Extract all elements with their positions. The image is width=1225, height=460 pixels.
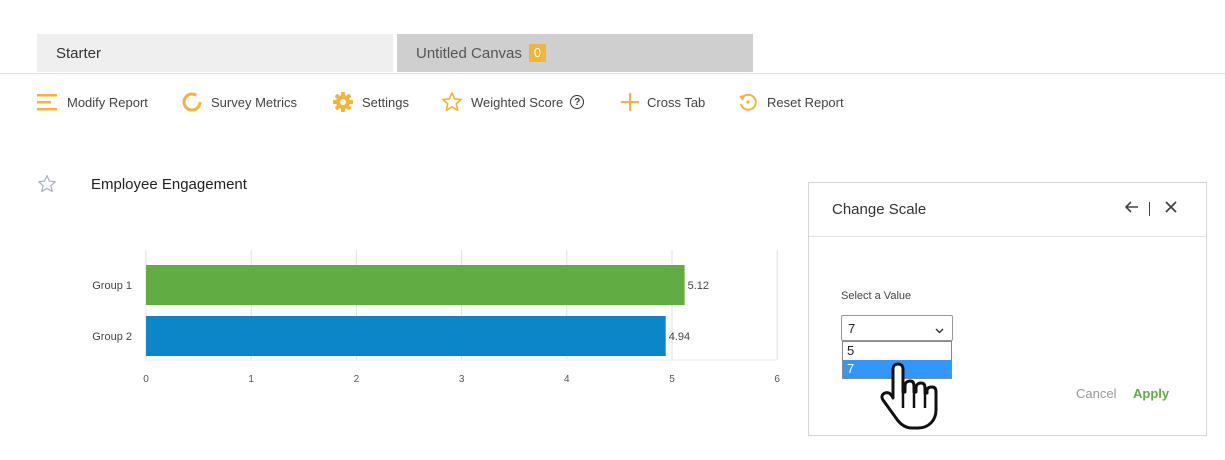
x-tick-label: 0 <box>143 374 149 385</box>
x-tick-label: 5 <box>669 374 675 385</box>
panel-header: Change Scale <box>809 183 1206 237</box>
change-scale-panel: Change Scale Select a Value 7 5 7 Cancel… <box>808 182 1207 436</box>
reset-report-label: Reset Report <box>767 94 844 110</box>
report-title: Employee Engagement <box>91 176 247 193</box>
modify-report-label: Modify Report <box>67 94 148 110</box>
tabs-divider <box>0 73 1225 74</box>
survey-metrics-button[interactable]: Survey Metrics <box>181 90 297 114</box>
cross-tab-label: Cross Tab <box>647 94 706 110</box>
tab-untitled-canvas[interactable]: Untitled Canvas 0 <box>397 34 753 72</box>
star-icon <box>441 91 463 113</box>
bar-chart: 0 1 2 3 4 5 6 Group 1 5.12 Group 2 4.94 <box>92 250 780 385</box>
panel-title: Change Scale <box>832 201 927 218</box>
tab-count-badge: 0 <box>528 44 547 62</box>
x-tick-label: 1 <box>248 374 254 385</box>
reset-icon <box>737 91 759 113</box>
cross-tab-button[interactable]: Cross Tab <box>619 90 705 114</box>
gear-icon <box>332 91 354 113</box>
bar-group-2 <box>146 316 666 356</box>
help-icon[interactable]: ? <box>570 95 585 109</box>
action-separator <box>1149 202 1150 216</box>
weighted-score-button[interactable]: Weighted Score ? <box>441 90 585 114</box>
tab-starter-label: Starter <box>56 44 102 62</box>
scale-select[interactable]: 7 <box>841 315 953 341</box>
chevron-down-icon <box>935 322 944 337</box>
settings-button[interactable]: Settings <box>332 90 409 114</box>
reset-report-button[interactable]: Reset Report <box>737 90 844 114</box>
hand-pointer-cursor-icon <box>878 360 948 437</box>
category-label: Group 2 <box>92 331 132 343</box>
x-tick-label: 2 <box>354 374 360 385</box>
category-label: Group 1 <box>92 280 132 292</box>
plus-icon <box>619 91 641 113</box>
select-label: Select a Value <box>841 290 912 302</box>
donut-chart-icon <box>181 91 203 113</box>
menu-lines-icon <box>37 91 59 113</box>
close-icon[interactable] <box>1164 200 1178 218</box>
settings-label: Settings <box>362 94 409 110</box>
tab-starter[interactable]: Starter <box>37 34 393 72</box>
tab-untitled-canvas-label: Untitled Canvas <box>416 44 522 62</box>
x-tick-label: 4 <box>564 374 570 385</box>
x-tick-label: 6 <box>774 374 780 385</box>
x-tick-label: 3 <box>459 374 465 385</box>
data-label: 4.94 <box>669 331 690 343</box>
favorite-star-icon[interactable] <box>37 174 57 194</box>
bar-group-1 <box>146 265 685 305</box>
scale-option-5[interactable]: 5 <box>847 343 855 358</box>
cancel-button[interactable]: Cancel <box>1076 386 1117 401</box>
scale-select-value: 7 <box>848 321 856 336</box>
modify-report-button[interactable]: Modify Report <box>37 90 148 114</box>
apply-button[interactable]: Apply <box>1133 386 1170 401</box>
data-label: 5.12 <box>688 280 709 292</box>
survey-metrics-label: Survey Metrics <box>211 94 297 110</box>
back-arrow-icon[interactable] <box>1124 200 1139 218</box>
weighted-score-label: Weighted Score <box>471 94 564 110</box>
